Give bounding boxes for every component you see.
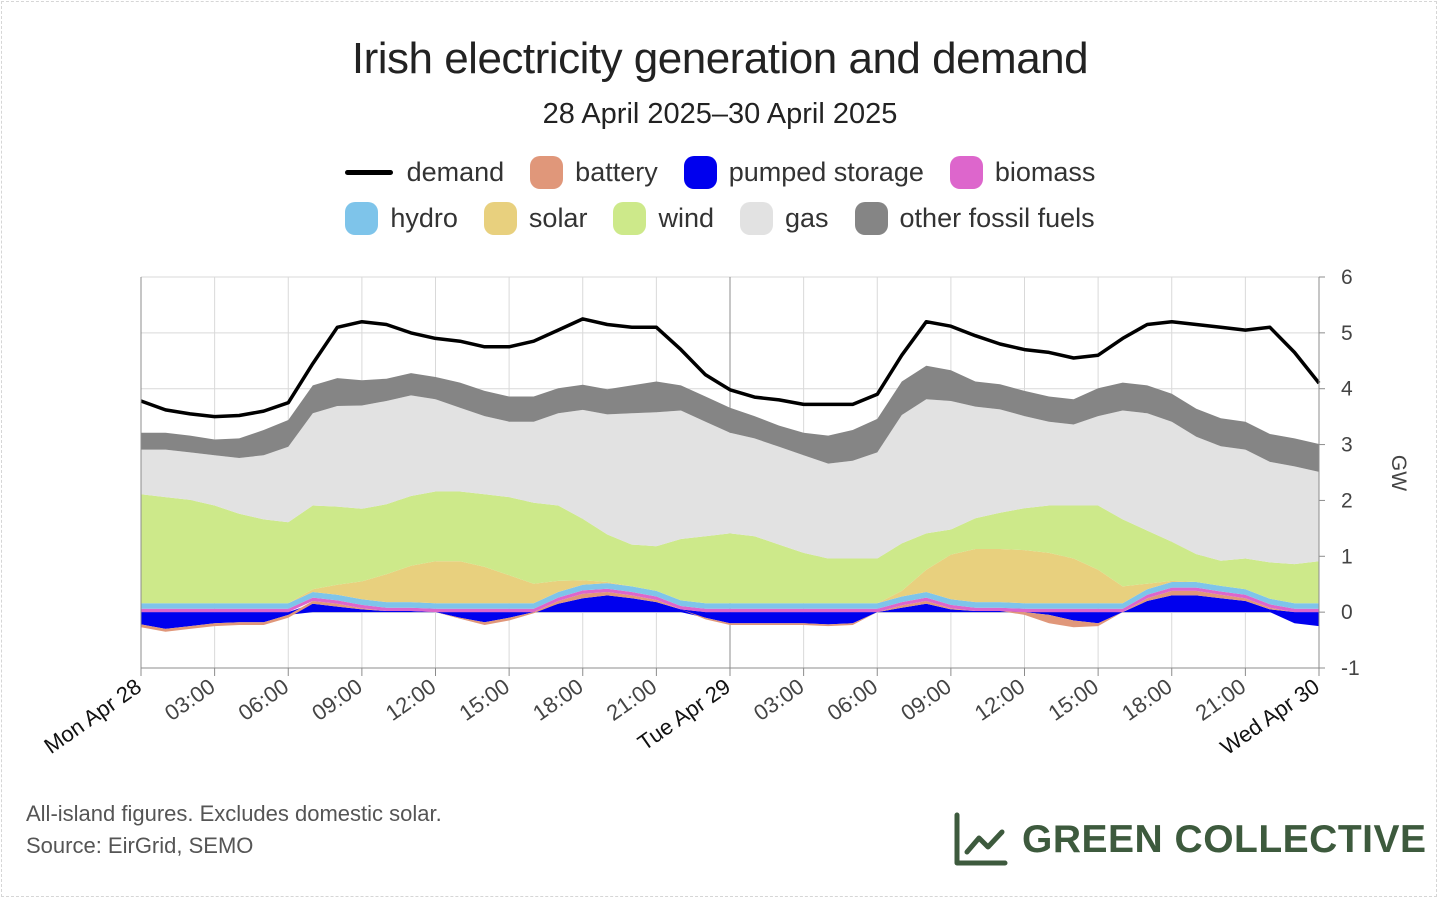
- area-wind: [141, 491, 1319, 604]
- legend-swatch: [345, 202, 379, 235]
- legend-item[interactable]: demand: [344, 157, 505, 188]
- y-tick-label: 3: [1341, 434, 1353, 457]
- x-tick-label: 18:00: [528, 674, 587, 726]
- brand-logo: GREEN COLLECTIVE: [952, 812, 1427, 868]
- x-tick-label: 06:00: [823, 674, 882, 726]
- legend-item[interactable]: wind: [613, 202, 714, 235]
- y-tick-label: 0: [1341, 601, 1353, 624]
- y-tick-label: 4: [1341, 378, 1353, 401]
- legend-row-2: hydro solar wind gas other fossil fuels: [0, 202, 1440, 235]
- legend-label: pumped storage: [728, 157, 924, 187]
- legend-label: battery: [575, 157, 658, 187]
- area-pumped-storage: [141, 595, 1319, 629]
- legend-label: solar: [528, 203, 588, 233]
- legend-swatch: [344, 170, 393, 175]
- footnote-source: Source: EirGrid, SEMO: [26, 833, 254, 858]
- x-tick-label: 06:00: [234, 674, 293, 726]
- chart-subtitle: 28 April 2025–30 April 2025: [542, 98, 898, 130]
- y-tick-label: 6: [1341, 266, 1353, 289]
- legend-item[interactable]: hydro: [345, 202, 458, 235]
- area-solar: [141, 549, 1319, 604]
- demand-line: [140, 317, 1321, 419]
- legend-item[interactable]: battery: [530, 156, 658, 189]
- legend-swatch: [613, 202, 647, 235]
- brand-name: GREEN COLLECTIVE: [1022, 818, 1427, 861]
- x-tick-label: Mon Apr 28: [39, 674, 146, 759]
- y-tick-label: 5: [1341, 322, 1353, 345]
- y-axis-label: GW: [1387, 455, 1410, 491]
- legend-item[interactable]: pumped storage: [683, 156, 924, 189]
- legend-label: gas: [784, 203, 829, 233]
- legend-swatch: [739, 202, 773, 235]
- x-tick-label: 21:00: [1191, 674, 1250, 726]
- legend-label: other fossil fuels: [899, 203, 1095, 233]
- area-other-fossil-fuels: [141, 365, 1319, 472]
- y-tick-label: 2: [1341, 489, 1353, 512]
- legend-swatch: [854, 202, 888, 235]
- chart-title: Irish electricity generation and demand: [351, 34, 1089, 83]
- legend-row-1: demand battery pumped storage biomass: [0, 156, 1440, 189]
- line-chart-icon: [954, 812, 1008, 866]
- legend-label: demand: [406, 157, 505, 187]
- x-tick-label: 03:00: [160, 674, 219, 726]
- x-tick-label: 12:00: [381, 674, 440, 726]
- x-tick-label: 12:00: [970, 674, 1029, 726]
- area-gas: [141, 395, 1319, 565]
- legend-swatch: [949, 156, 983, 189]
- area-battery: [141, 590, 1319, 632]
- y-tick-label: -1: [1341, 657, 1360, 680]
- x-tick-label: 21:00: [602, 674, 661, 726]
- x-tick-label: 09:00: [896, 674, 955, 726]
- x-tick-label: 15:00: [455, 674, 514, 726]
- x-tick-label: 09:00: [307, 674, 366, 726]
- legend-label: hydro: [390, 203, 458, 233]
- legend-swatch: [683, 156, 717, 189]
- x-tick-label: 15:00: [1044, 674, 1103, 726]
- footnote-coverage: All-island figures. Excludes domestic so…: [26, 801, 442, 826]
- legend-item[interactable]: solar: [483, 202, 588, 235]
- x-tick-label: 03:00: [749, 674, 808, 726]
- legend-item[interactable]: other fossil fuels: [854, 202, 1095, 235]
- legend-label: biomass: [994, 157, 1096, 187]
- legend-label: wind: [658, 203, 714, 233]
- legend-swatch: [530, 156, 564, 189]
- legend-swatch: [483, 202, 517, 235]
- legend-item[interactable]: biomass: [949, 156, 1096, 189]
- area-hydro: [141, 582, 1319, 609]
- x-tick-label: 18:00: [1117, 674, 1176, 726]
- legend-item[interactable]: gas: [739, 202, 829, 235]
- y-tick-label: 1: [1341, 545, 1353, 568]
- area-biomass: [141, 587, 1319, 613]
